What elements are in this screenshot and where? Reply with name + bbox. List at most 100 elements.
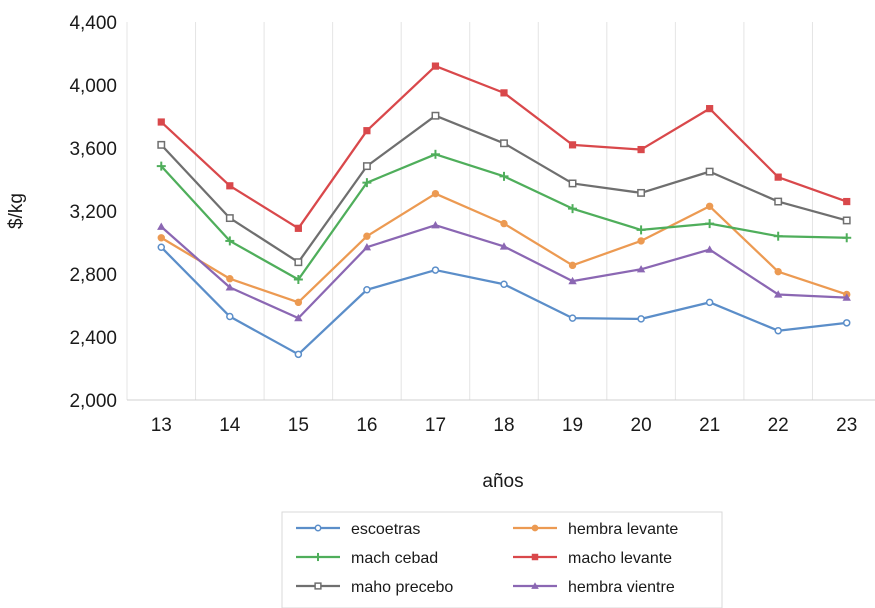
data-point: [705, 167, 714, 176]
legend-item: mach cebad: [296, 550, 438, 567]
data-point: [705, 298, 714, 307]
data-point: [294, 224, 302, 232]
legend-label: escoetras: [351, 521, 420, 538]
data-point: [314, 582, 322, 590]
data-point: [774, 173, 782, 181]
legend-label: hembra vientre: [568, 579, 675, 596]
legend-item: hembra vientre: [513, 579, 675, 596]
data-point: [636, 225, 646, 235]
data-point: [157, 140, 166, 149]
data-point: [226, 182, 234, 190]
data-point: [362, 162, 371, 171]
y-axis-ticks: 2,000 2,400 2,800 3,200 3,600 4,000 4,400: [69, 13, 117, 412]
data-point: [363, 127, 371, 135]
y-tick-label: 2,400: [69, 328, 117, 349]
legend-box: [281, 511, 723, 608]
x-tick-label: 17: [425, 415, 446, 436]
data-point: [774, 326, 782, 335]
x-tick-label: 16: [356, 415, 377, 436]
legend-item: hembra levante: [513, 521, 678, 538]
data-point: [431, 266, 440, 274]
y-tick-label: 3,600: [69, 139, 117, 160]
data-point: [636, 265, 646, 273]
data-point: [157, 222, 166, 230]
vertical-gridlines: [126, 22, 813, 400]
data-point: [568, 179, 577, 188]
data-point: [842, 319, 851, 327]
y-tick-label: 4,000: [69, 76, 117, 97]
data-point: [362, 243, 372, 251]
data-point: [431, 62, 440, 70]
series-mach-cebad: [156, 149, 852, 285]
series-lines: [156, 62, 852, 359]
data-point: [531, 582, 539, 589]
data-point: [500, 89, 508, 97]
x-tick-label: 23: [836, 415, 857, 436]
series-macho-levante: [157, 62, 851, 232]
legend-item: maho precebo: [296, 579, 453, 596]
data-point: [705, 245, 714, 253]
y-tick-label: 3,200: [69, 202, 117, 223]
x-tick-label: 13: [151, 415, 172, 436]
data-point: [568, 276, 577, 285]
data-point: [705, 219, 715, 229]
y-axis-title: $/kg: [6, 193, 27, 229]
data-point: [157, 243, 166, 251]
data-point: [225, 236, 235, 246]
series-escoetras: [157, 243, 851, 359]
legend-label: mach cebad: [351, 550, 438, 567]
data-point: [362, 178, 372, 188]
data-point: [431, 220, 440, 229]
y-tick-label: 2,800: [69, 265, 117, 286]
data-point: [499, 242, 509, 250]
x-tick-label: 14: [219, 415, 241, 436]
x-tick-label: 21: [699, 415, 720, 436]
data-point: [430, 149, 440, 159]
y-tick-label: 4,400: [69, 13, 117, 34]
data-point: [294, 313, 303, 322]
legend-label: macho levante: [568, 550, 672, 567]
data-point: [226, 275, 234, 283]
data-point: [706, 105, 714, 113]
x-tick-label: 18: [493, 415, 514, 436]
data-point: [568, 261, 577, 270]
x-tick-label: 15: [288, 415, 309, 436]
data-point: [313, 552, 323, 562]
x-axis-title: años: [482, 471, 523, 492]
data-point: [500, 280, 508, 288]
series-maho-precebo: [157, 111, 851, 267]
data-point: [568, 204, 578, 214]
data-point: [774, 267, 782, 276]
data-point: [773, 231, 783, 241]
x-tick-label: 20: [631, 415, 652, 436]
data-point: [637, 145, 645, 154]
x-tick-label: 22: [768, 415, 789, 436]
data-point: [431, 189, 440, 198]
data-point: [157, 234, 165, 242]
data-point: [294, 298, 303, 307]
data-point: [225, 283, 235, 291]
data-point: [705, 202, 714, 210]
legend: escoetras hembra levante mach cebad macho l…: [281, 511, 723, 608]
data-point: [637, 237, 645, 245]
data-point: [637, 315, 645, 323]
data-point: [156, 161, 166, 171]
data-point: [531, 553, 539, 561]
data-point: [842, 233, 852, 243]
data-point: [363, 232, 371, 240]
legend-item: macho levante: [513, 550, 672, 567]
data-point: [226, 312, 234, 321]
data-point: [293, 275, 303, 285]
data-point: [842, 216, 851, 225]
data-point: [294, 258, 303, 267]
legend-label: hembra levante: [568, 521, 678, 538]
data-point: [531, 524, 539, 532]
data-point: [500, 219, 508, 228]
data-point: [314, 524, 322, 532]
data-point: [568, 314, 577, 322]
data-point: [157, 118, 165, 126]
legend-item: escoetras: [296, 521, 420, 538]
data-point: [843, 197, 851, 206]
data-point: [431, 111, 440, 120]
data-point: [774, 197, 783, 206]
